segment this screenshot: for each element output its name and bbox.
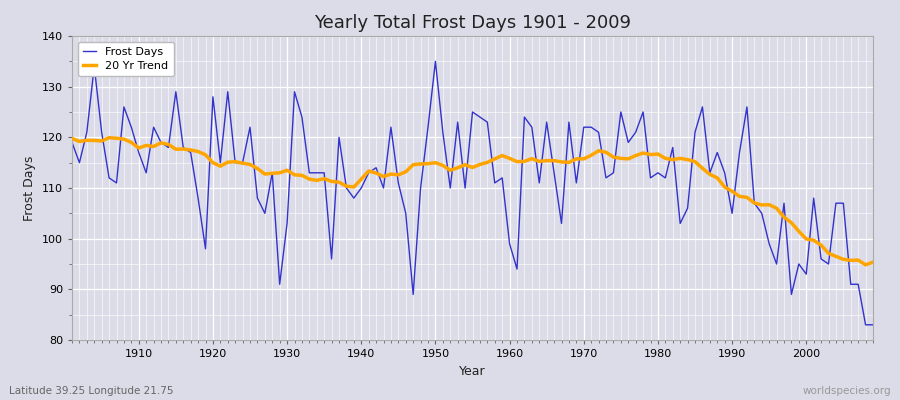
20 Yr Trend [133, 146, 144, 150]
Frost Days [126, 125, 137, 130]
20 Yr Trend [860, 262, 871, 267]
Y-axis label: Frost Days: Frost Days [23, 155, 36, 221]
Legend: Frost Days, 20 Yr Trend: Frost Days, 20 Yr Trend [77, 42, 174, 76]
20 Yr Trend [600, 150, 611, 155]
Frost Days [600, 176, 611, 180]
Frost Days [67, 140, 77, 145]
Text: worldspecies.org: worldspecies.org [803, 386, 891, 396]
Title: Yearly Total Frost Days 1901 - 2009: Yearly Total Frost Days 1901 - 2009 [314, 14, 631, 32]
Frost Days [504, 241, 515, 246]
Frost Days [334, 135, 345, 140]
X-axis label: Year: Year [459, 364, 486, 378]
Text: Latitude 39.25 Longitude 21.75: Latitude 39.25 Longitude 21.75 [9, 386, 174, 396]
20 Yr Trend [511, 159, 522, 164]
20 Yr Trend [504, 156, 515, 161]
20 Yr Trend [341, 184, 352, 189]
Line: 20 Yr Trend: 20 Yr Trend [72, 138, 873, 265]
Frost Days [511, 267, 522, 272]
20 Yr Trend [67, 136, 77, 141]
Frost Days [289, 89, 300, 94]
Line: Frost Days: Frost Days [72, 61, 873, 325]
20 Yr Trend [296, 173, 307, 178]
Frost Days [868, 322, 878, 327]
Frost Days [860, 322, 871, 327]
20 Yr Trend [868, 260, 878, 264]
Frost Days [430, 59, 441, 64]
20 Yr Trend [104, 135, 114, 140]
